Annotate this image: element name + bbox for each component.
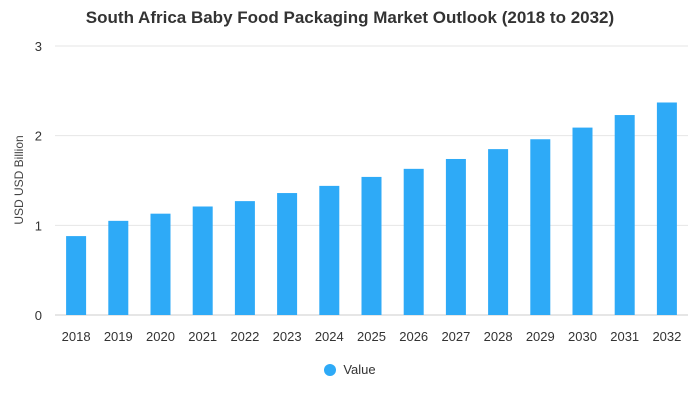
bar-2023[interactable] [277, 193, 298, 315]
x-tick-label: 2024 [315, 329, 344, 344]
bar-2029[interactable] [530, 139, 551, 315]
legend: Value [0, 362, 700, 377]
x-tick-label: 2018 [62, 329, 91, 344]
x-tick-label: 2026 [399, 329, 428, 344]
x-tick-label: 2025 [357, 329, 386, 344]
legend-swatch-value [324, 363, 337, 376]
y-tick-label: 2 [35, 129, 42, 144]
x-tick-label: 2028 [484, 329, 513, 344]
bar-2021[interactable] [192, 206, 213, 315]
x-tick-label: 2023 [273, 329, 302, 344]
bar-2031[interactable] [614, 115, 635, 315]
y-tick-label: 3 [35, 39, 42, 54]
bar-2027[interactable] [445, 158, 466, 315]
x-tick-label: 2022 [230, 329, 259, 344]
bar-2019[interactable] [108, 220, 129, 315]
y-tick-label: 1 [35, 218, 42, 233]
bar-2032[interactable] [656, 102, 677, 316]
axis-labels: 0 1 2 3 2018 2019 2020 2021 2022 2023 2024 2025 2026… [35, 39, 682, 344]
bar-2030[interactable] [572, 127, 593, 315]
bar-2020[interactable] [150, 213, 171, 315]
x-tick-label: 2031 [610, 329, 639, 344]
x-tick-label: 2019 [104, 329, 133, 344]
bar-2025[interactable] [361, 176, 382, 315]
x-tick-label: 2021 [188, 329, 217, 344]
bars [66, 102, 677, 316]
bar-2028[interactable] [488, 149, 509, 315]
x-tick-label: 2030 [568, 329, 597, 344]
x-tick-label: 2020 [146, 329, 175, 344]
bar-2022[interactable] [234, 201, 255, 315]
legend-label-value[interactable]: Value [343, 362, 376, 377]
y-tick-label: 0 [35, 308, 42, 323]
x-tick-label: 2027 [441, 329, 470, 344]
x-tick-label: 2029 [526, 329, 555, 344]
x-tick-label: 2032 [652, 329, 681, 344]
y-axis-title: USD USD Billion [12, 135, 26, 224]
chart-title: South Africa Baby Food Packaging Market … [85, 8, 615, 27]
bar-2026[interactable] [403, 168, 424, 315]
bar-2018[interactable] [66, 236, 87, 315]
bar-2024[interactable] [319, 185, 340, 315]
